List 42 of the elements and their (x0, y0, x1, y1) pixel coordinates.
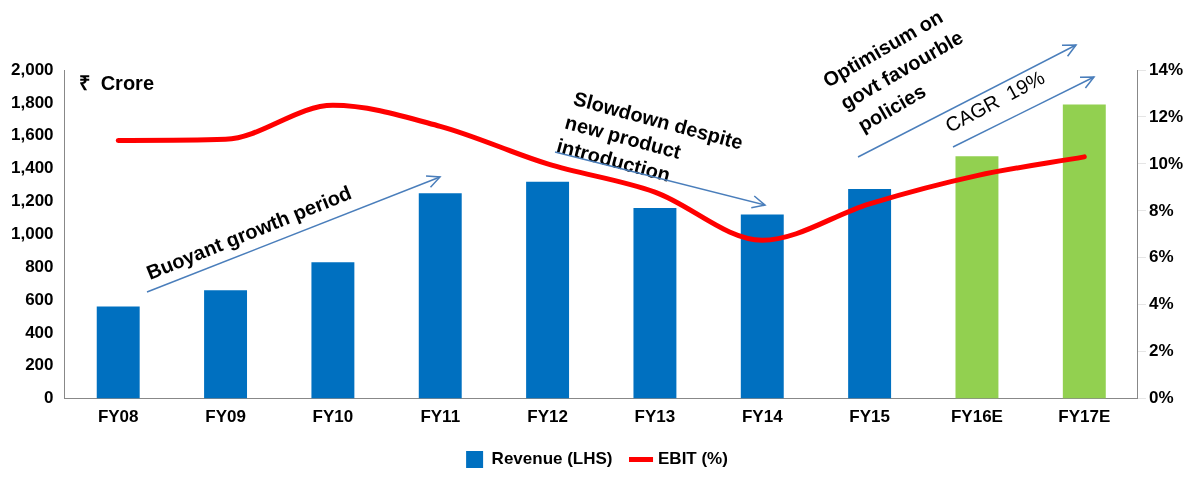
x-tick-label: FY15 (849, 407, 890, 427)
y-tick-label: 1,400 (10, 158, 54, 178)
bar (633, 208, 677, 399)
y2-tick-label: 14% (1148, 59, 1184, 79)
y-tick-label: 1,600 (10, 125, 54, 145)
bar (955, 156, 999, 399)
legend-label: EBIT (%) (658, 449, 728, 469)
x-tick-label: FY08 (97, 407, 139, 427)
y-tick-label: 1,800 (10, 92, 54, 112)
y-tick-label: 800 (25, 256, 54, 276)
y-tick-label: 1,000 (10, 223, 54, 243)
y2-tick-label: 6% (1148, 247, 1174, 267)
x-tick-label: FY13 (634, 407, 676, 427)
bar (848, 189, 892, 399)
bar (1062, 104, 1106, 399)
bar (96, 306, 140, 399)
y-axis-title: ₹ Crore (78, 71, 155, 94)
x-tick-label: FY16E (950, 407, 1003, 427)
y2-tick-label: 10% (1148, 153, 1184, 173)
y-tick-label: 0 (44, 388, 54, 408)
x-tick-label: FY12 (527, 407, 568, 427)
y2-tick-label: 0% (1148, 388, 1174, 408)
bar (526, 181, 570, 399)
y-tick-label: 600 (25, 289, 54, 309)
y2-tick-label: 12% (1148, 106, 1184, 126)
y-tick-label: 2,000 (10, 59, 54, 79)
x-tick-label: FY09 (205, 407, 246, 427)
y-tick-label: 1,200 (10, 191, 54, 211)
bar (418, 193, 462, 399)
legend-label: Revenue (LHS) (491, 449, 613, 469)
bar (204, 290, 248, 399)
y2-tick-label: 8% (1148, 200, 1174, 220)
x-tick-label: FY14 (741, 407, 784, 427)
y2-tick-label: 2% (1148, 341, 1174, 361)
x-tick-label: FY11 (420, 407, 461, 427)
x-tick-label: FY17E (1058, 407, 1111, 427)
bar (311, 262, 355, 399)
y-tick-label: 400 (25, 322, 54, 342)
bar (740, 214, 784, 399)
y2-tick-label: 4% (1148, 294, 1174, 314)
y-tick-label: 200 (25, 355, 54, 375)
x-tick-label: FY10 (312, 407, 354, 427)
